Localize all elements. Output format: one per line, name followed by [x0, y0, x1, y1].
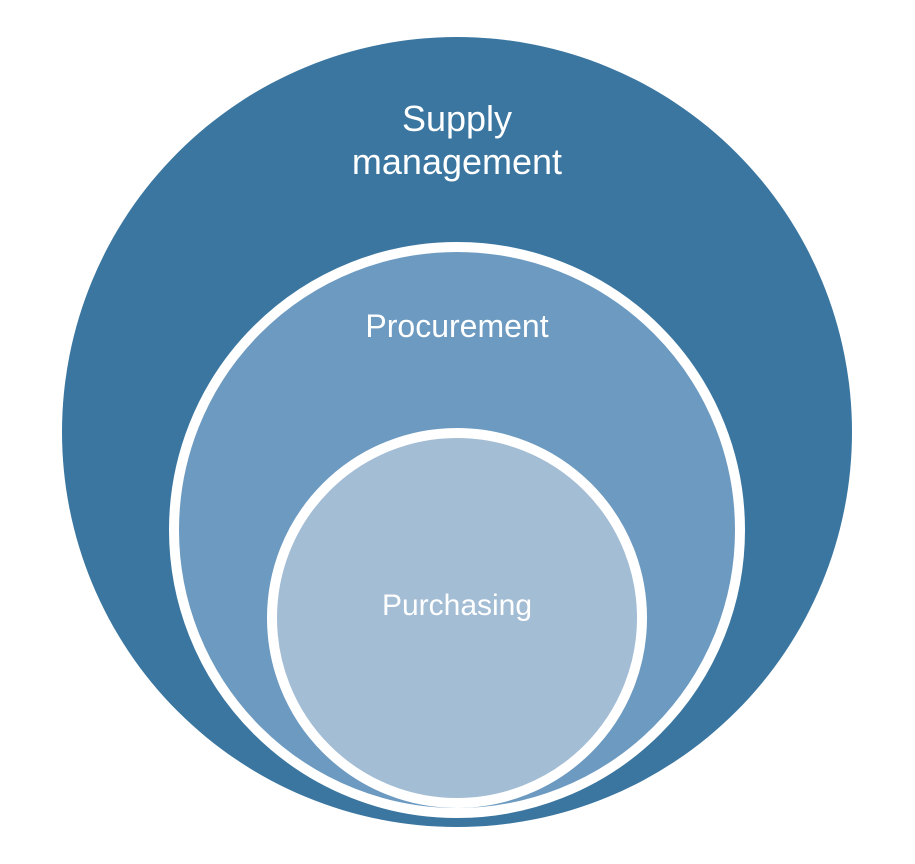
- circle-inner-label: Purchasing: [382, 588, 532, 798]
- nested-circle-diagram: Supply management Procurement Purchasing: [0, 0, 915, 864]
- circle-inner: Purchasing: [267, 428, 647, 808]
